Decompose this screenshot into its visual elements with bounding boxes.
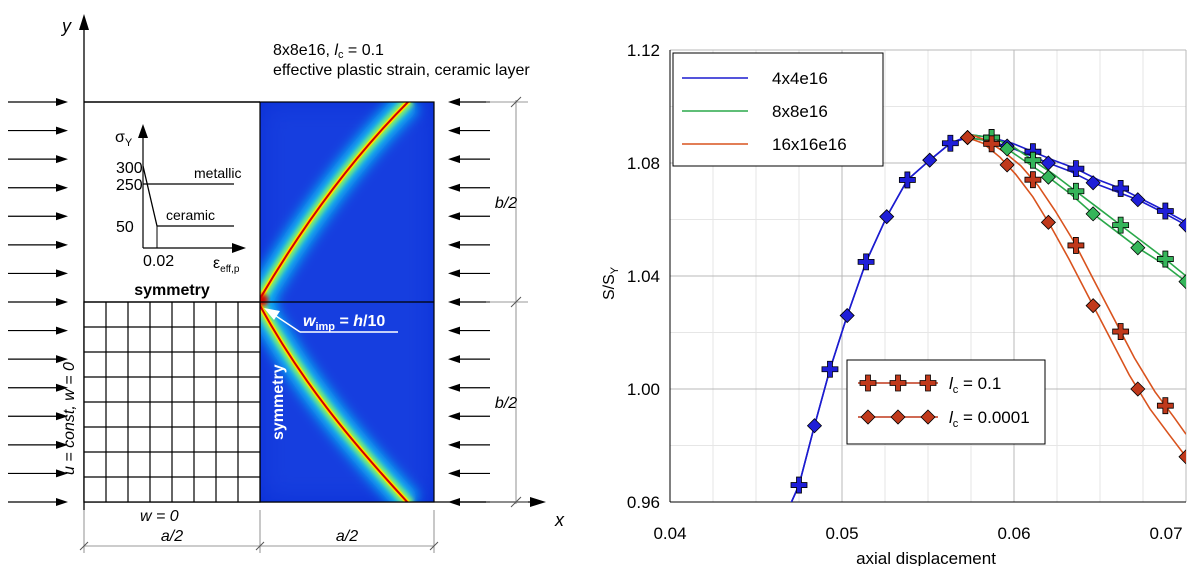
- load-arrow-right-icon: [448, 298, 460, 306]
- load-arrow-left-icon: [56, 155, 68, 163]
- x-tick-label: 0.06: [997, 524, 1030, 543]
- load-arrow-right-icon: [448, 269, 460, 277]
- x-tick-label: 0.07: [1149, 524, 1182, 543]
- inset-tick-002: 0.02: [143, 253, 174, 270]
- y-axis-arrow-icon: [79, 14, 89, 30]
- load-arrow-right-icon: [448, 127, 460, 135]
- inset-metallic-label: metallic: [194, 165, 241, 181]
- dimension-a: a/2 a/2: [80, 510, 438, 553]
- load-arrow-right-icon: [448, 241, 460, 249]
- inset-ceramic-label: ceramic: [166, 207, 215, 223]
- load-arrow-left-icon: [56, 127, 68, 135]
- load-arrow-right-icon: [448, 412, 460, 420]
- symmetry-label-top: symmetry: [134, 282, 210, 299]
- inset-tick-250: 250: [116, 177, 143, 194]
- load-arrow-right-icon: [448, 212, 460, 220]
- load-arrow-left-icon: [56, 498, 68, 506]
- load-arrow-left-icon: [56, 298, 68, 306]
- dimension-b: b/2 b/2: [486, 97, 528, 507]
- load-arrow-right-icon: [448, 184, 460, 192]
- bc-left-label: u = const, w = 0: [61, 362, 78, 475]
- legend-lc: lc = 0.1 lc = 0.0001: [847, 360, 1045, 444]
- y-tick-label: 1.00: [627, 380, 660, 399]
- legend-label-4x4: 4x4e16: [772, 69, 828, 88]
- inset-tick-300: 300: [116, 160, 143, 177]
- bc-bottom-label: w = 0: [140, 508, 179, 525]
- symmetry-label-side: symmetry: [270, 364, 287, 440]
- x-axis-arrow-icon: [530, 497, 546, 507]
- dim-b2-bottom: b/2: [495, 395, 517, 412]
- contour-title-line1: 8x8e16, lc = 0.1: [273, 42, 384, 61]
- legend-label-8x8: 8x8e16: [772, 102, 828, 121]
- legend-lc-00001: lc = 0.0001: [949, 408, 1030, 430]
- legend-mesh: 4x4e16 8x8e16 16x16e16: [673, 53, 883, 166]
- inset-stress-strain: σY 300 250 50 metallic ceramic 0.02 εeff…: [115, 124, 246, 275]
- load-arrow-left-icon: [56, 269, 68, 277]
- mesh-grid: [84, 302, 260, 502]
- dim-b2-top: b/2: [495, 195, 517, 212]
- load-arrow-left-icon: [56, 212, 68, 220]
- load-arrow-left-icon: [56, 184, 68, 192]
- x-axis-label: x: [554, 510, 565, 530]
- load-arrow-left-icon: [56, 241, 68, 249]
- inset-eps-label: εeff,p: [213, 255, 240, 275]
- load-arrow-right-icon: [448, 384, 460, 392]
- y-tick-label: 1.12: [627, 41, 660, 60]
- stress-displacement-chart: 0.04 0.05 0.06 0.07 0.96 1.00 1.04 1.08 1.12 axi…: [601, 41, 1187, 566]
- load-arrow-right-icon: [448, 155, 460, 163]
- contour-title-line2: effective plastic strain, ceramic layer: [273, 62, 530, 79]
- load-arrow-right-icon: [448, 355, 460, 363]
- dim-a2-left: a/2: [161, 528, 183, 545]
- inset-sigma-label: σY: [115, 129, 133, 149]
- load-arrow-right-icon: [448, 327, 460, 335]
- y-tick-label: 1.08: [627, 154, 660, 173]
- y-tick-label: 1.04: [627, 267, 660, 286]
- x-tick-label: 0.04: [653, 524, 686, 543]
- dim-a2-right: a/2: [336, 528, 358, 545]
- inset-tick-50: 50: [116, 219, 134, 236]
- y-axis-label: y: [60, 16, 72, 36]
- load-arrow-right-icon: [448, 98, 460, 106]
- load-arrow-right-icon: [448, 498, 460, 506]
- load-arrow-left-icon: [56, 327, 68, 335]
- y-tick-label: 0.96: [627, 493, 660, 512]
- chart-y-label: S/SY: [601, 266, 621, 300]
- inset-x-arrow-icon: [232, 243, 246, 253]
- load-arrow-right-icon: [448, 469, 460, 477]
- left-diagram: y x 8x8e16, lc = 0.1 effective plastic s…: [8, 14, 565, 553]
- chart-x-label: axial displacement: [856, 549, 996, 566]
- load-arrow-left-icon: [56, 98, 68, 106]
- x-tick-label: 0.05: [825, 524, 858, 543]
- legend-label-16x16: 16x16e16: [772, 135, 847, 154]
- inset-y-arrow-icon: [138, 124, 148, 138]
- load-arrow-right-icon: [448, 441, 460, 449]
- load-arrow-left-icon: [56, 355, 68, 363]
